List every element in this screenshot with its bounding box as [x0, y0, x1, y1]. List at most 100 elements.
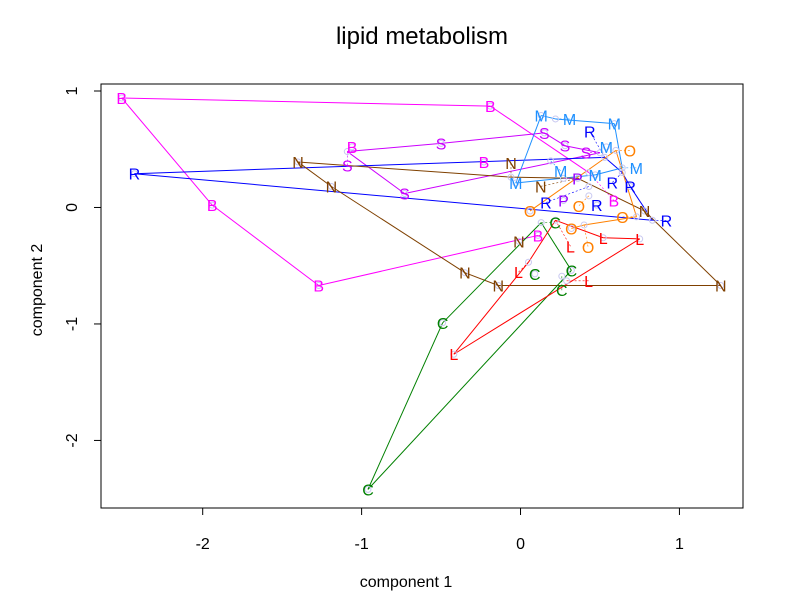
point-label-S: S	[436, 136, 447, 153]
point-marker	[551, 216, 559, 224]
series-line-M	[541, 114, 556, 120]
point-marker	[547, 157, 555, 165]
point-label-R: R	[661, 213, 673, 230]
series-line-N	[644, 210, 722, 286]
point-label-L: L	[599, 231, 608, 248]
point-label-N: N	[292, 155, 304, 172]
point-marker	[585, 192, 593, 200]
point-marker	[494, 282, 502, 290]
series-line-L	[528, 220, 556, 263]
point-label-R: R	[540, 196, 552, 213]
series-line-L	[603, 237, 640, 240]
point-label-N: N	[513, 234, 525, 251]
point-marker	[599, 234, 607, 242]
series-line-C	[367, 322, 444, 490]
point-label-M: M	[608, 117, 621, 134]
series-line-C	[442, 222, 542, 324]
series-line-S	[441, 132, 545, 144]
label-leader-lines	[347, 118, 667, 291]
point-marker	[618, 164, 626, 172]
series-line-M	[555, 118, 615, 125]
point-label-M: M	[535, 108, 548, 125]
point-marker	[118, 94, 126, 102]
point-marker	[626, 183, 634, 191]
plot-frame	[100, 83, 744, 509]
point-marker	[601, 153, 609, 161]
series-line-M	[613, 123, 623, 168]
point-marker	[540, 129, 548, 137]
series-line-R	[134, 156, 605, 175]
point-marker	[315, 282, 323, 290]
point-label-O: O	[573, 199, 585, 216]
point-marker	[567, 224, 575, 232]
point-marker	[531, 270, 539, 278]
point-marker	[591, 171, 599, 179]
series-line-N	[298, 161, 512, 178]
point-label-R: R	[129, 167, 141, 184]
point-marker	[559, 174, 567, 182]
x-axis-label: component 1	[360, 574, 453, 591]
point-label-C: C	[566, 263, 578, 280]
point-marker	[130, 170, 138, 178]
series-line-B	[490, 105, 590, 173]
point-marker	[648, 216, 656, 224]
point-label-P: P	[558, 193, 569, 210]
y-tick-label: 1	[64, 86, 81, 95]
series-line-O	[529, 149, 617, 212]
point-label-O: O	[565, 221, 577, 238]
point-marker	[640, 207, 648, 215]
point-marker	[343, 148, 351, 156]
point-marker	[585, 169, 593, 177]
point-marker	[208, 201, 216, 209]
point-label-M: M	[563, 112, 576, 129]
x-tick-label: -1	[354, 536, 368, 553]
series-line-M	[515, 115, 542, 184]
point-marker	[610, 120, 618, 128]
y-axis: -2 -1 0 1	[64, 86, 101, 448]
point-marker	[401, 189, 409, 197]
series-line-R	[604, 157, 623, 173]
series-line-C	[540, 222, 572, 271]
point-label-R: R	[624, 180, 636, 197]
point-marker	[364, 485, 372, 493]
point-marker	[618, 169, 626, 177]
point-marker	[593, 201, 601, 209]
point-label-S: S	[560, 139, 571, 156]
point-marker	[537, 111, 545, 119]
series-line-M	[515, 174, 596, 184]
y-tick-label: -2	[64, 433, 81, 447]
series-line-O	[571, 224, 585, 229]
point-marker	[567, 266, 575, 274]
point-label-B: B	[116, 91, 127, 108]
point-label-C: C	[556, 283, 568, 300]
point-marker	[515, 237, 523, 245]
point-label-N: N	[326, 180, 338, 197]
point-marker	[561, 142, 569, 150]
point-label-B: B	[347, 140, 358, 157]
series-line-O	[584, 216, 637, 226]
point-label-R: R	[606, 176, 618, 193]
series-line-L	[453, 238, 640, 355]
point-marker	[294, 158, 302, 166]
point-label-L: L	[584, 274, 593, 291]
point-marker	[602, 143, 610, 151]
point-label-B: B	[609, 194, 620, 211]
point-marker	[512, 179, 520, 187]
series-line-N	[464, 272, 499, 286]
point-marker	[585, 183, 593, 191]
point-marker	[574, 174, 582, 182]
point-label-S: S	[399, 186, 410, 203]
point-marker	[480, 158, 488, 166]
point-marker	[439, 319, 447, 327]
point-label-O: O	[624, 143, 636, 160]
point-label-M: M	[509, 176, 522, 193]
series-line-S	[404, 152, 601, 194]
point-marker	[612, 146, 620, 154]
point-label-M: M	[630, 161, 643, 178]
point-label-B: B	[207, 198, 218, 215]
series-line-O	[615, 150, 638, 217]
point-marker	[348, 143, 356, 151]
series-line-N	[297, 161, 332, 187]
x-tick-label: -2	[196, 536, 210, 553]
